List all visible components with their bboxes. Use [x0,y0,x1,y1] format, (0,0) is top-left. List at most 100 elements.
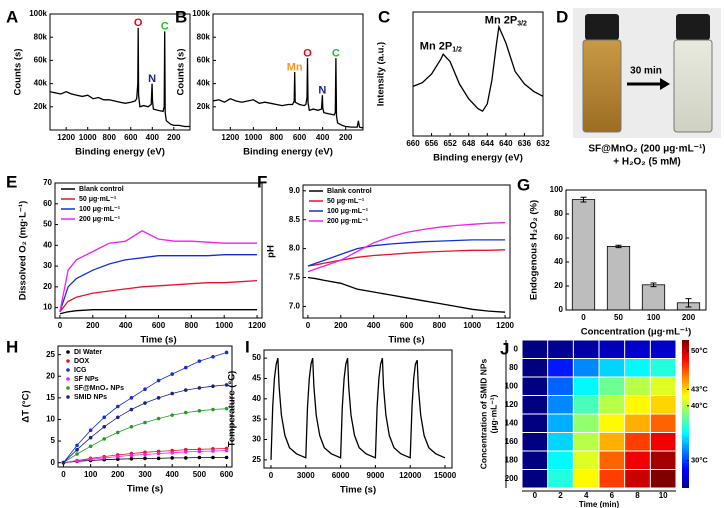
y-tick-label: 60 [554,233,563,242]
panel-letter: A [6,7,18,26]
y-tick-label: 7.0 [289,302,301,311]
heat-cell [573,377,599,395]
data-point [129,453,134,458]
heat-cell [548,359,573,377]
heat-cell [599,433,625,451]
y-tick-label: 20 [43,282,52,291]
data-point [197,409,202,413]
x-tick-label: 1200 [496,321,514,330]
y-tick-label: 5 [51,436,56,445]
panel-letter: G [517,175,530,194]
legend-entry: 200 μg·mL⁻¹ [79,216,121,223]
annotation: O [303,47,312,59]
vial-cap [676,14,710,40]
data-point [75,452,79,456]
data-point [156,378,161,383]
x-tick-label: 1000 [463,321,481,330]
y-tick-label: 100k [29,9,47,18]
data-point [156,451,161,456]
data-point [156,396,161,400]
data-point [88,444,93,449]
data-point [211,384,215,388]
legend-entry: DI Water [74,349,102,356]
data-point [224,383,229,387]
data-point [116,457,120,462]
heat-cell [573,340,599,358]
plot-frame [212,13,364,131]
y-tick-label: 40 [43,240,52,249]
plot-frame [263,349,453,469]
y-tick-label: 20 [46,371,55,380]
data-point [102,437,107,441]
heat-cell [599,359,625,377]
x-tick-label: 50 [614,313,623,322]
y-axis-label: pH [266,245,277,258]
x-axis-label: Concentration (μg·mL⁻¹) [581,327,692,338]
legend-swatch [66,386,70,390]
x-tick-label: 632 [536,139,550,148]
heat-cell [573,451,599,469]
annotation: C [161,21,169,33]
heat-cell [650,377,676,395]
heat-cell [522,433,548,451]
y-tick-label: 30 [252,435,261,444]
heat-cell [650,470,676,488]
x-tick-label: 0 [581,313,586,322]
data-point [102,456,107,460]
x-tick-label: 200 [86,321,100,330]
x-tick-label: 636 [518,139,532,148]
data-point [197,449,202,454]
annotation-subscript: 1/2 [452,47,462,54]
vial-pale [673,39,713,133]
data-point [102,415,107,420]
annotation: Mn 2P3/2 [485,15,527,28]
annotation: C [332,47,340,59]
y-tick-label: 160 [505,437,519,446]
x-tick-label: 12000 [399,471,422,480]
heat-cell [548,340,573,358]
heat-cell [599,377,625,395]
data-point [143,387,147,392]
x-tick-label: 400 [367,321,381,330]
y-axis-label: (μg·mL⁻¹) [488,394,498,433]
legend-entry: 100 μg·mL⁻¹ [79,206,121,213]
photo-panel: 30 min SF@MnO₂ (200 μg·mL⁻¹) + H₂O₂ (5 m… [556,7,721,168]
data-point [156,416,161,421]
series-line [307,276,506,313]
panel-letter: J [500,339,509,358]
heat-cell [522,414,548,432]
y-tick-label: 40k [34,79,48,88]
plot-frame [57,345,233,468]
y-tick-label: 100k [192,9,210,18]
legend-swatch [66,377,70,381]
data-point [197,386,202,390]
y-axis-label: Counts (s) [176,49,187,96]
x-tick-label: 1200 [57,133,75,142]
data-point [129,456,134,461]
legend-entry: ICG [74,367,87,374]
y-tick-label: 35 [252,414,261,423]
y-tick-label: 50 [43,220,52,229]
x-tick-label: 6 [610,491,615,500]
heat-cell [522,340,548,358]
y-tick-label: 8.0 [289,244,301,253]
x-tick-label: 600 [400,321,414,330]
y-tick-label: 80k [197,32,211,41]
x-tick-label: 300 [138,470,152,479]
heat-cell [599,451,625,469]
x-tick-label: 500 [193,470,207,479]
x-tick-label: 800 [433,321,447,330]
data-point [183,388,188,392]
data-point [224,455,229,460]
bar [641,284,666,311]
plot-frame [412,11,544,137]
x-tick-label: 3000 [297,471,315,480]
heat-cell [625,433,650,451]
y-tick-label: 20k [197,102,211,111]
plot-frame [49,13,191,131]
arrow-label: 30 min [630,66,662,77]
y-tick-label: 80 [509,363,518,372]
error-bar [615,244,622,249]
x-tick-label: 9000 [367,471,385,480]
vial-amber [582,39,622,133]
